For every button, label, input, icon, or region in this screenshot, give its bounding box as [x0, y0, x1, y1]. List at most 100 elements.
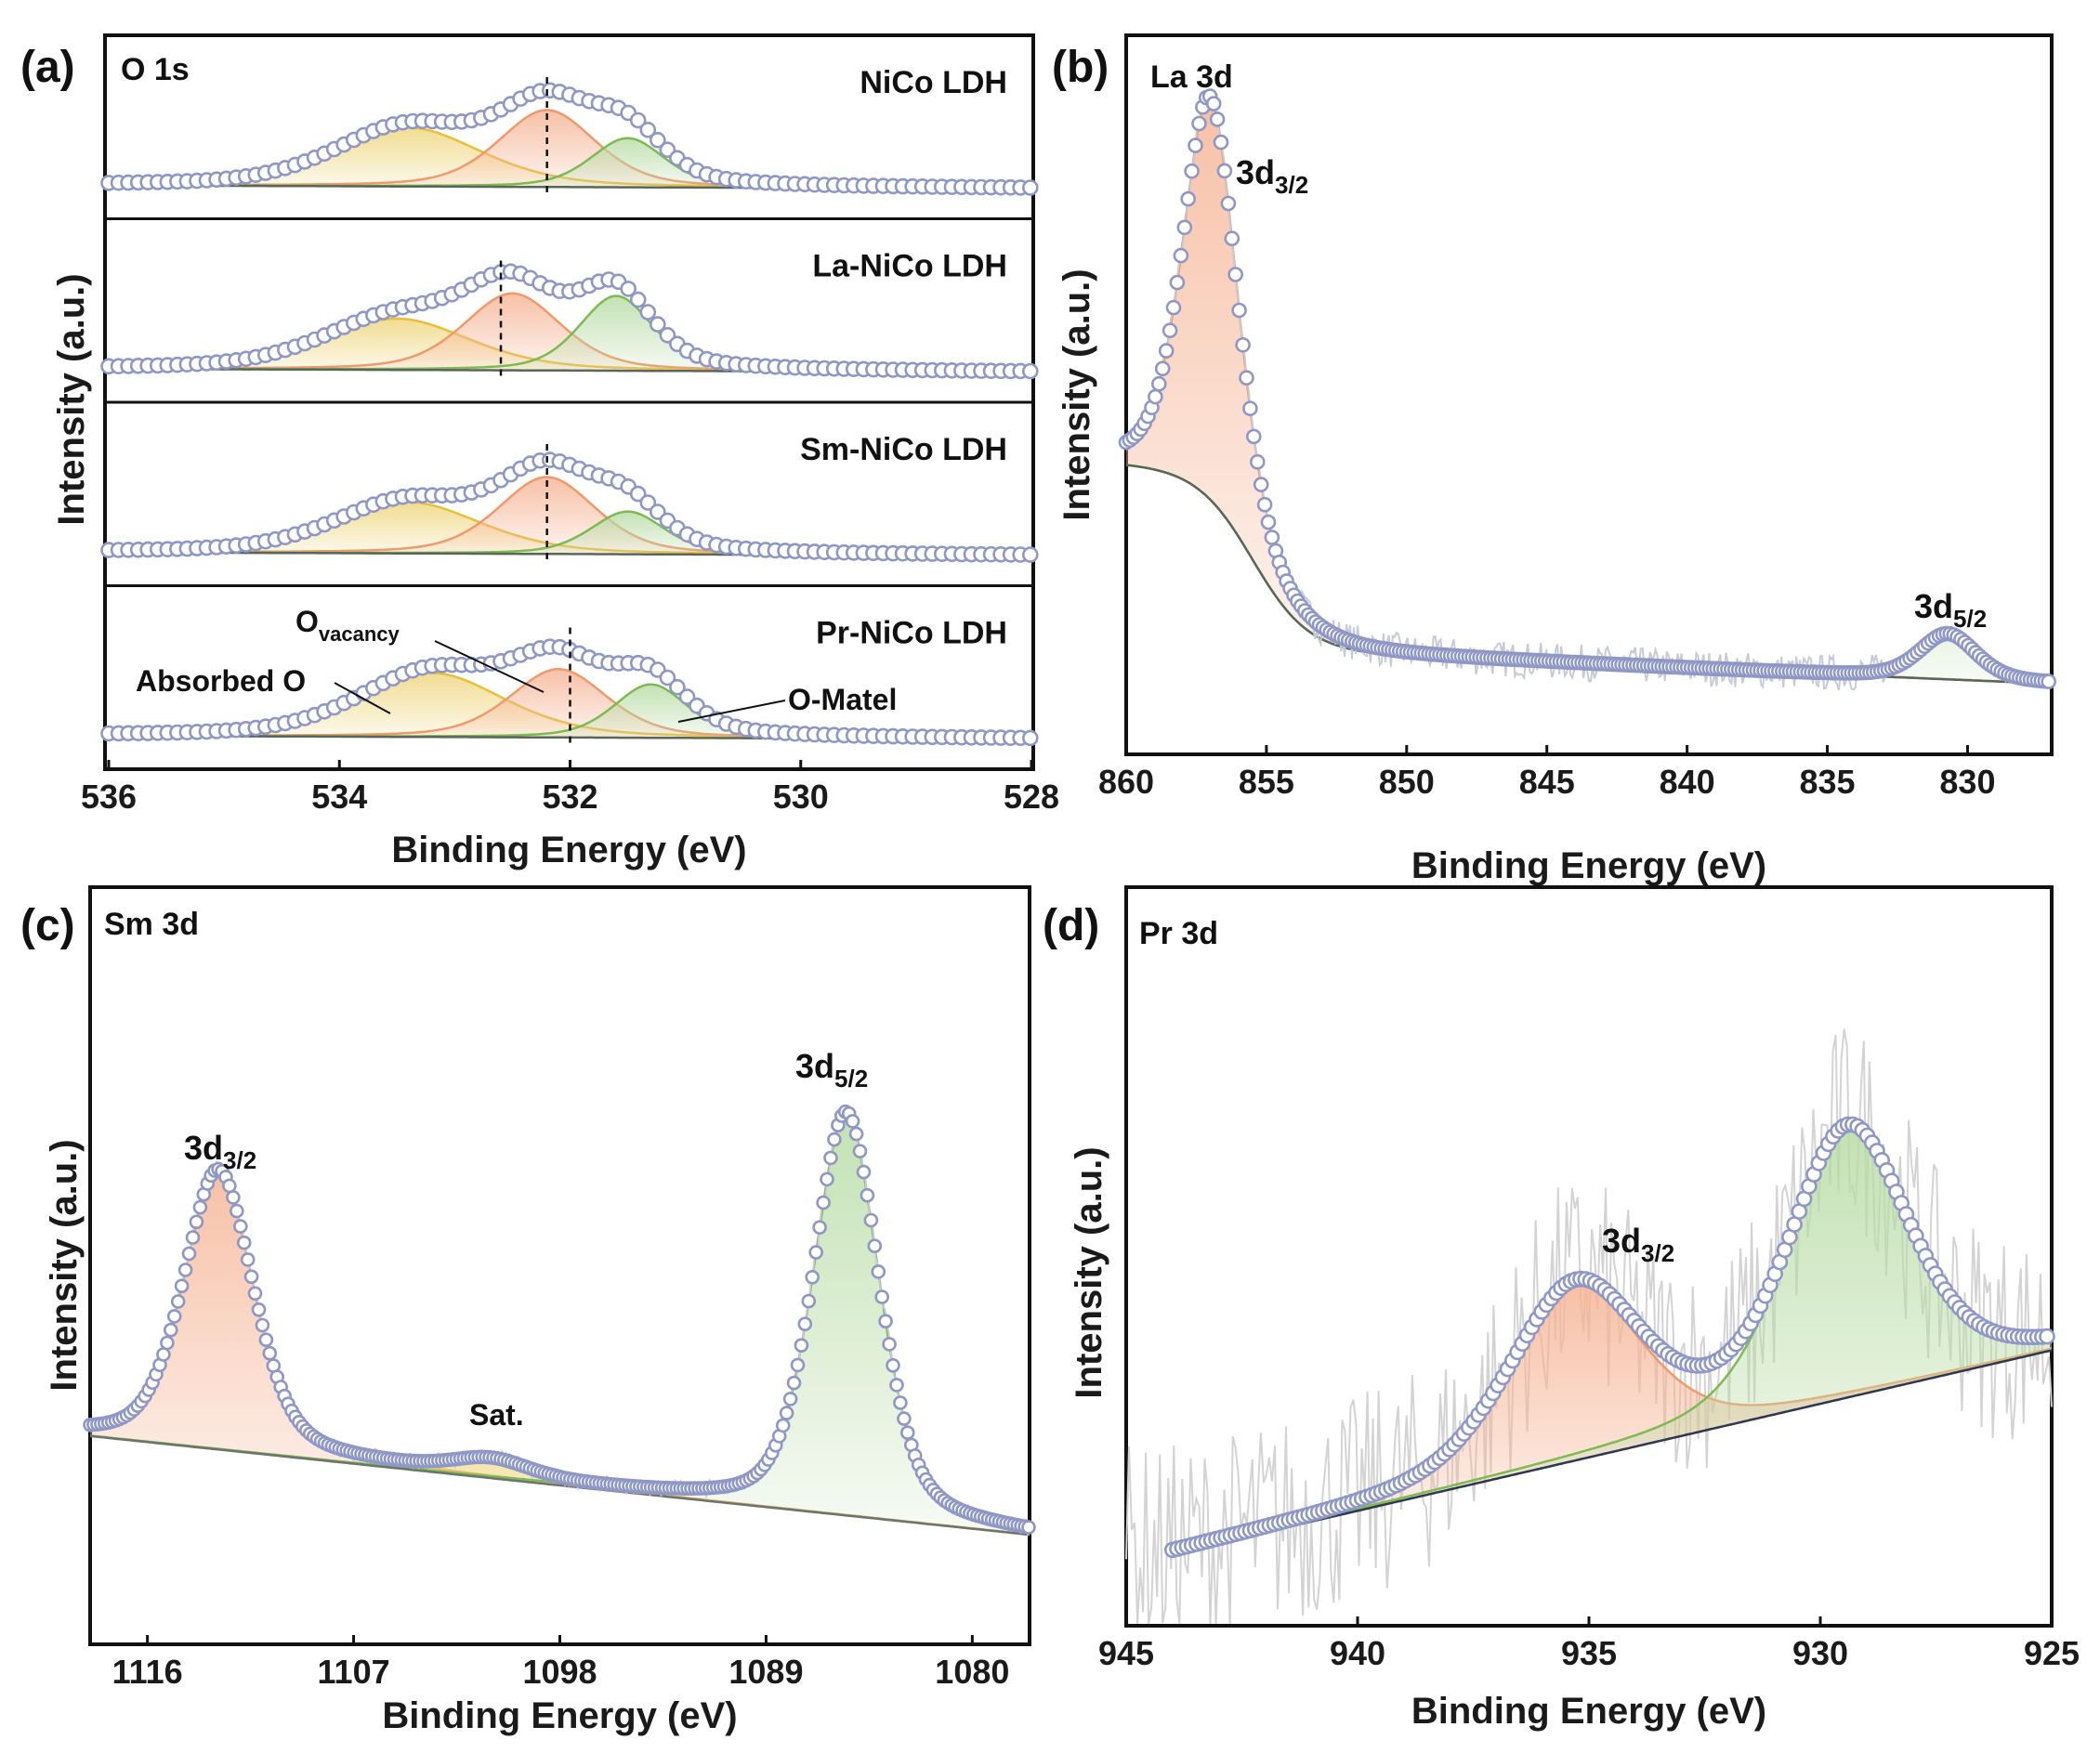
- panel-c-spectrum-envelope-point: [782, 1392, 798, 1406]
- panel-c-peak-label-3d52: 3d5/2: [795, 1047, 868, 1092]
- panel-c-spectrum-envelope-point: [251, 1302, 267, 1317]
- panel-a-spectrum-3-envelope-point: [659, 669, 676, 687]
- panel-b-peak-label-3d32-sub: 3/2: [1275, 171, 1308, 199]
- panel-c-spectrum-envelope-point: [192, 1199, 208, 1215]
- panel-b-title: La 3d: [1150, 59, 1233, 95]
- panel-b-peak-label-3d52: 3d5/2: [1914, 587, 1987, 633]
- panel-c-spectrum-envelope-point: [786, 1375, 802, 1391]
- panel-b-spectrum-envelope-point: [1256, 496, 1273, 513]
- panel-d-xaxis-tick-label: 940: [1330, 1634, 1385, 1672]
- panel-b-peak-label-3d52-sub: 5/2: [1953, 605, 1987, 633]
- panel-a-spectrum-2-component-fill-1: [109, 477, 1031, 556]
- annotation-absorbed-o-pointer: [334, 682, 391, 714]
- panel-b-xaxis-tick-label: 855: [1239, 763, 1294, 801]
- panel-c-spectrum-envelope-point: [878, 1314, 893, 1328]
- panel-b-spectrum-envelope-point: [1184, 163, 1200, 179]
- panel-d-xaxis-tick-label: 925: [2024, 1634, 2080, 1672]
- panel-a-spectrum-2-envelope-point: [639, 494, 657, 511]
- panel-c-xaxis-tick-label: 1089: [728, 1653, 803, 1691]
- panel-d-spectrum-component-fill-1: [1172, 1130, 2052, 1554]
- panel-d-peak-label-3d32-main: 3d: [1602, 1222, 1641, 1260]
- panel-c-spectrum-envelope-point: [882, 1337, 897, 1352]
- panel-c-xaxis-tick-label: 1116: [112, 1653, 183, 1691]
- panel-a-xaxis-tick-label: 530: [773, 778, 829, 816]
- panel-c-spectrum-envelope-point: [886, 1358, 900, 1373]
- panel-b-spectrum-envelope-point: [1260, 514, 1277, 530]
- panel-b-xaxis-tick-label: 830: [1939, 763, 1995, 801]
- panel-c-spectrum-envelope-point: [794, 1338, 809, 1353]
- panel-c-spectrum-envelope-point: [166, 1309, 182, 1324]
- panel-d-spectrum-component-fill-0: [1172, 1286, 2052, 1554]
- panel-c-spectrum-envelope-point: [820, 1171, 834, 1187]
- panel-c-spectrum-envelope-point: [236, 1235, 252, 1250]
- panel-d-xaxis-tick-label: 930: [1792, 1634, 1848, 1672]
- panel-b-xaxis-tick-label: 860: [1098, 763, 1154, 801]
- panel-c-spectrum-envelope-point: [247, 1286, 263, 1302]
- panel-c-spectrum-envelope-point: [889, 1378, 904, 1393]
- panel-a-spectrum-1-envelope-point: [620, 281, 637, 297]
- panel-c-spectrum-envelope-point: [871, 1264, 886, 1279]
- panel-a-spectrum-1-envelope-point: [659, 326, 676, 344]
- panel-a-spectrum-1-component-fill-0: [109, 319, 1031, 373]
- panel-b-spectrum-envelope-point: [2041, 674, 2056, 689]
- panel-c-spectrum-envelope-point: [255, 1317, 270, 1333]
- annotation-o-vacancy-sub: vacancy: [319, 622, 400, 646]
- panel-c-spectrum-envelope-point: [801, 1293, 817, 1309]
- panel-c-spectrum-envelope-point: [899, 1425, 915, 1440]
- panel-a-series-label: NiCo LDH: [860, 65, 1007, 100]
- panel-b-spectrum-component-fill-0: [1126, 96, 2052, 685]
- panel-a-xaxis-tick-label: 532: [542, 778, 597, 816]
- panel-c-label: (c): [20, 901, 75, 950]
- panel-c-peak-label-3d32: 3d3/2: [184, 1129, 256, 1174]
- panel-b-spectrum-envelope-point: [1239, 370, 1254, 386]
- panel-c-spectrum-envelope-point: [262, 1345, 278, 1361]
- panel-a-spectrum-3-envelope-point: [669, 678, 686, 696]
- panel-d-ylabel: Intensity (a.u.): [1069, 1146, 1109, 1398]
- panel-b-spectrum-envelope-point: [1264, 530, 1280, 545]
- panel-a-series-label: Sm-NiCo LDH: [800, 432, 1007, 467]
- panel-c-spectrum-envelope-point: [226, 1190, 241, 1205]
- panel-d-xlabel: Binding Energy (eV): [1411, 1691, 1766, 1732]
- panel-c-spectrum-envelope-point: [845, 1114, 860, 1129]
- panel-b-spectrum-envelope-point: [1169, 274, 1186, 291]
- panel-b-spectrum-envelope-point: [1235, 336, 1251, 353]
- panel-b-peak-label-3d32: 3d3/2: [1236, 153, 1308, 199]
- panel-c-spectrum-envelope-point: [232, 1219, 248, 1234]
- panel-c-title: Sm 3d: [104, 907, 199, 942]
- panel-c-spectrum-envelope-point: [856, 1164, 872, 1180]
- panel-c-spectrum-envelope-point: [808, 1245, 824, 1260]
- panel-a-spectrum-1-envelope-point: [649, 316, 666, 333]
- panel-a-spectrum-2-envelope-point: [649, 504, 666, 520]
- panel-b-spectrum: [1118, 88, 2056, 691]
- panel-a-spectrum-1-envelope-point: [639, 304, 657, 321]
- panel-d-spectrum: [1164, 1116, 2055, 1559]
- panel-c-spectrum-envelope-point: [177, 1262, 193, 1277]
- panel-c-spectrum-envelope-point: [867, 1238, 883, 1253]
- panel-a-ylabel: Intensity (a.u.): [51, 273, 92, 525]
- panel-c-spectrum-envelope-point: [823, 1150, 838, 1166]
- panel-c-spectrum-envelope-point: [230, 1203, 244, 1219]
- panel-b-spectrum-envelope-point: [1209, 111, 1226, 127]
- panel-b-spectrum-component-fill-1: [1126, 464, 2052, 684]
- panel-a-series-label: Pr-NiCo LDH: [816, 616, 1007, 651]
- panel-c-spectrum-envelope-point: [775, 1418, 791, 1433]
- annotation-o-metal: O-Matel: [788, 683, 897, 716]
- panel-b-ylabel: Intensity (a.u.): [1057, 268, 1097, 520]
- panel-a-xaxis-tick-label: 528: [1004, 778, 1059, 816]
- panel-b-spectrum-envelope-point: [1242, 400, 1258, 417]
- panel-a-spectrum-0: [100, 82, 1039, 196]
- panel-b-spectrum-envelope-point: [1253, 477, 1269, 492]
- panel-a-xaxis-tick-label: 536: [81, 778, 137, 816]
- panel-c-peak-label-3d32-main: 3d: [184, 1129, 223, 1167]
- panel-c-spectrum-envelope-point: [243, 1269, 259, 1285]
- panel-b-spectrum-envelope-point: [1205, 96, 1222, 111]
- panel-a-spectrum-2: [100, 451, 1039, 563]
- panel-a-spectrum-0-envelope-point: [639, 122, 657, 138]
- panel-b-xaxis-tick-label: 845: [1519, 763, 1575, 801]
- panel-c-spectrum-envelope-point: [222, 1178, 237, 1194]
- annotation-o-metal-pointer: [677, 700, 786, 723]
- panel-c-xaxis-tick-label: 1098: [522, 1653, 597, 1691]
- panel-a-label: (a): [20, 43, 75, 92]
- panel-b-spectrum-envelope-point: [1213, 134, 1229, 150]
- panel-b-spectrum-envelope-point: [1176, 219, 1193, 236]
